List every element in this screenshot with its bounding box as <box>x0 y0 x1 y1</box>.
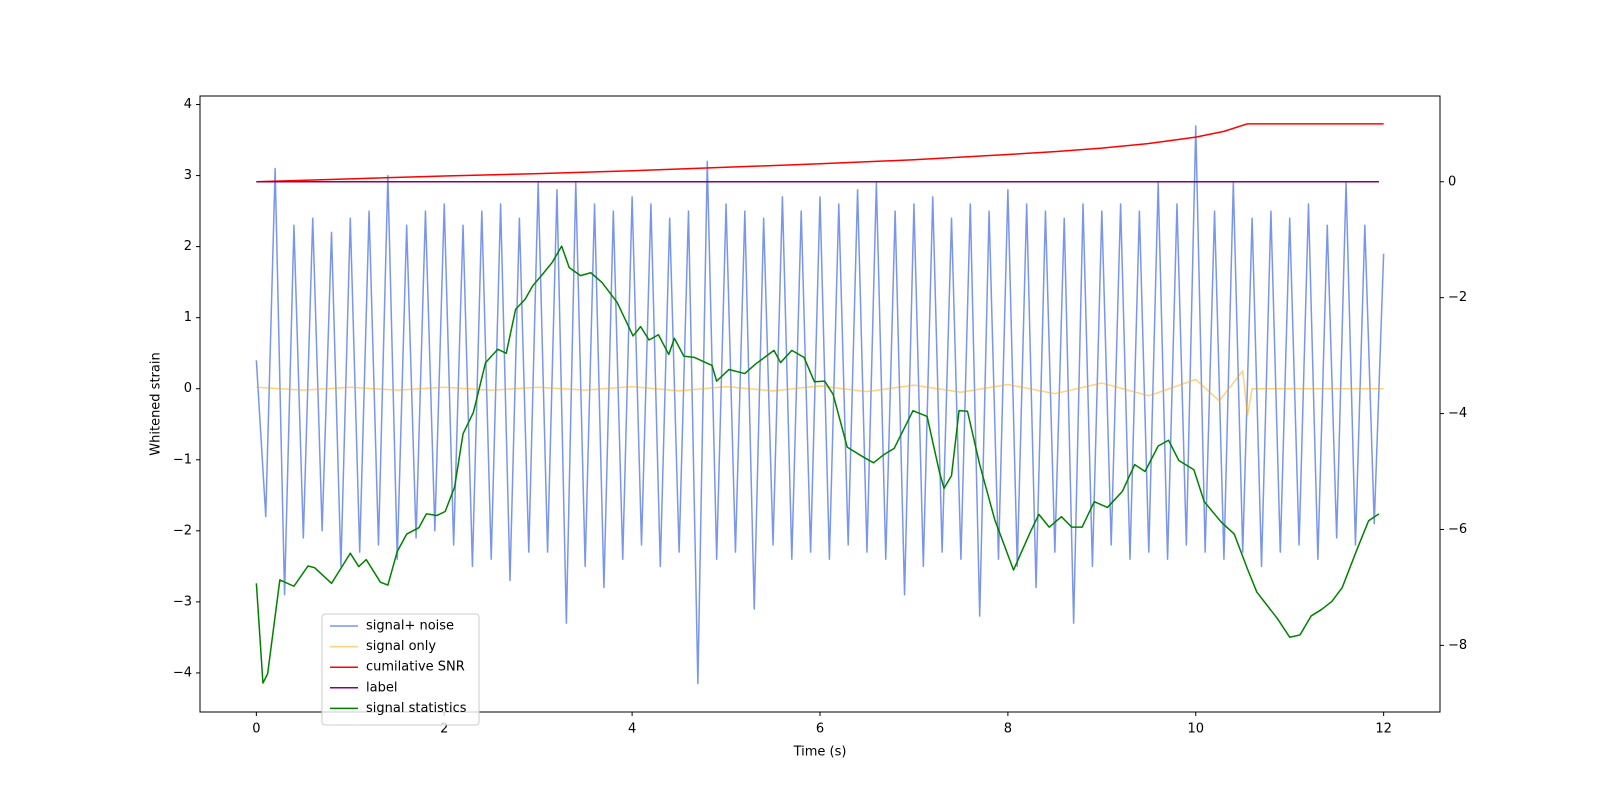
y2-tick-label: −2 <box>1448 290 1467 305</box>
y2-tick-label: −6 <box>1448 522 1467 537</box>
y-tick-label: 3 <box>184 168 192 183</box>
series-line <box>255 245 1380 684</box>
y-tick-label: 2 <box>184 239 192 254</box>
x-tick-label: 0 <box>252 722 260 737</box>
y-tick-label: 1 <box>184 310 192 325</box>
legend-label: cumilative SNR <box>366 660 465 675</box>
legend-label: signal only <box>366 639 436 654</box>
y-axis-label: Whitened strain <box>149 352 164 455</box>
x-tick-label: 10 <box>1187 722 1204 737</box>
x-tick-label: 8 <box>1004 722 1012 737</box>
y-tick-label: 0 <box>184 381 192 396</box>
y-tick-label: −4 <box>173 665 192 680</box>
x-tick-label: 6 <box>816 722 824 737</box>
y2-tick-label: −8 <box>1448 638 1467 653</box>
legend-label: signal statistics <box>366 701 467 716</box>
x-axis-label: Time (s) <box>793 745 847 760</box>
legend-label: label <box>366 680 397 695</box>
legend: signal+ noise signal only cumilative SNR la… <box>321 613 480 726</box>
y-tick-label: 4 <box>184 97 192 112</box>
y2-tick-label: 0 <box>1448 174 1456 189</box>
y2-tick-label: −4 <box>1448 406 1467 421</box>
series-line <box>255 125 1385 685</box>
x-tick-label: 2 <box>440 722 448 737</box>
legend-label: signal+ noise <box>366 619 454 634</box>
y-tick-label: −2 <box>173 523 192 538</box>
y-tick-label: −3 <box>173 594 192 609</box>
series-line <box>256 370 1384 417</box>
x-tick-label: 4 <box>628 722 636 737</box>
y-tick-label: −1 <box>173 452 192 467</box>
x-tick-label: 12 <box>1375 722 1392 737</box>
legend-box <box>321 613 480 726</box>
plot-frame <box>199 95 1441 713</box>
series-line <box>256 123 1384 183</box>
